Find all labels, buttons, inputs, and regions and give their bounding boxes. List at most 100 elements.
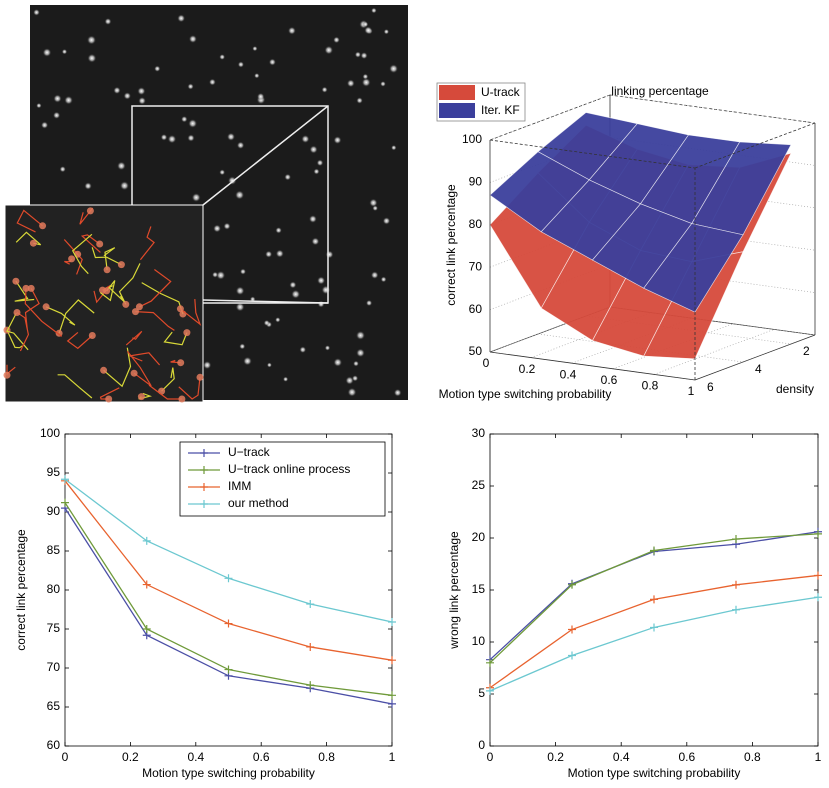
particle (177, 359, 185, 367)
legend-label: U−track online process (228, 462, 350, 476)
point-marker (568, 580, 576, 589)
grid-line (571, 317, 693, 364)
track (108, 285, 125, 303)
particle (123, 92, 131, 100)
particle (317, 300, 325, 308)
particle (369, 198, 378, 207)
x-tick-label: 0.4 (560, 367, 577, 381)
y-tick-label: 70 (47, 660, 61, 674)
particle (209, 78, 216, 86)
particle (275, 249, 284, 258)
point-marker (388, 656, 396, 665)
particle (88, 332, 96, 339)
particle (263, 319, 270, 326)
particle (239, 343, 246, 350)
track (63, 239, 83, 275)
particle (236, 141, 245, 149)
particle (36, 102, 42, 109)
particle (42, 303, 50, 311)
y-tick-label: 100 (40, 426, 60, 440)
track (125, 330, 143, 346)
particle (268, 58, 276, 66)
track (135, 311, 175, 331)
legend-marker (200, 466, 208, 474)
particle (360, 52, 368, 60)
particle (135, 303, 143, 311)
point-marker (224, 665, 233, 674)
particle (137, 87, 146, 96)
particle (346, 79, 355, 88)
y-tick-label: 80 (47, 582, 61, 596)
box-edge (694, 334, 816, 381)
x-tick-label: 1 (389, 750, 396, 764)
legend-label: U-track (481, 85, 521, 99)
point-marker (814, 529, 822, 538)
particle (353, 360, 359, 367)
x-tick-label: 1 (815, 750, 822, 764)
particle (356, 330, 365, 340)
y-tick-label: 75 (47, 621, 61, 635)
particle (27, 284, 35, 292)
particle (223, 222, 231, 230)
particle (356, 348, 365, 358)
y-tick-label: 15 (472, 582, 486, 596)
particle (64, 95, 73, 105)
y-axis-label: correct link percentage (14, 529, 28, 651)
particle (53, 94, 62, 103)
particle (22, 284, 30, 292)
point-marker (61, 498, 69, 507)
particle (345, 376, 354, 385)
particle (219, 169, 226, 176)
track (71, 233, 93, 275)
particle (380, 276, 387, 283)
particle (309, 215, 317, 223)
particle (371, 7, 377, 14)
point-marker (224, 574, 233, 583)
particle (333, 36, 340, 44)
particle (309, 145, 318, 154)
legend-marker (200, 500, 208, 508)
particle (176, 305, 184, 313)
x-tick-label: 0.6 (253, 750, 270, 764)
grid-line (489, 306, 611, 353)
point-marker (306, 681, 315, 690)
particle (132, 308, 139, 316)
x-axis-label: Motion type switching probability (568, 766, 741, 780)
x-tick-label: 0.6 (678, 750, 695, 764)
particle (347, 387, 357, 397)
particle (313, 168, 320, 175)
tracks (3, 207, 204, 403)
x-tick-label: 0.2 (122, 750, 139, 764)
particle (391, 145, 397, 151)
track (6, 329, 23, 349)
particle (361, 78, 371, 87)
track (139, 269, 172, 308)
particle (393, 388, 402, 397)
particle (187, 134, 195, 142)
particle (257, 92, 265, 101)
particle (383, 29, 390, 35)
plot-area (489, 433, 819, 747)
particle (53, 111, 61, 119)
particle (103, 266, 111, 274)
track (66, 331, 93, 350)
zoom-line (202, 105, 329, 206)
particle (291, 289, 301, 299)
point-marker (486, 686, 494, 695)
particle (362, 21, 369, 28)
point-marker (306, 600, 315, 609)
particle (96, 240, 104, 248)
particle (87, 53, 97, 63)
particle (243, 356, 252, 366)
legend-marker (200, 483, 208, 491)
track (45, 306, 76, 326)
y-tick-label: 20 (472, 530, 486, 544)
point-marker (142, 536, 151, 545)
point-marker (388, 691, 396, 700)
particle (84, 182, 92, 190)
legend-swatch (439, 103, 475, 118)
zoom-line (202, 299, 329, 304)
track (178, 377, 201, 400)
z-tick-label: 60 (469, 302, 483, 316)
